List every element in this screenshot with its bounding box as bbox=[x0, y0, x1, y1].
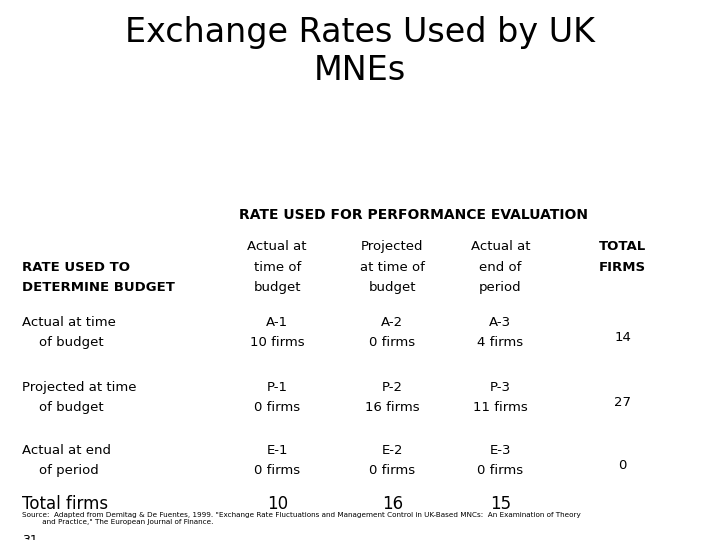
Text: Projected at time: Projected at time bbox=[22, 381, 136, 394]
Text: Actual at: Actual at bbox=[248, 240, 307, 253]
Text: A-1: A-1 bbox=[266, 316, 288, 329]
Text: FIRMS: FIRMS bbox=[599, 261, 647, 274]
Text: period: period bbox=[479, 281, 522, 294]
Text: RATE USED TO: RATE USED TO bbox=[22, 261, 130, 274]
Text: E-1: E-1 bbox=[266, 444, 288, 457]
Text: P-1: P-1 bbox=[266, 381, 288, 394]
Text: time of: time of bbox=[253, 261, 301, 274]
Text: E-2: E-2 bbox=[382, 444, 403, 457]
Text: 0: 0 bbox=[618, 459, 627, 472]
Text: Exchange Rates Used by UK
MNEs: Exchange Rates Used by UK MNEs bbox=[125, 16, 595, 87]
Text: A-2: A-2 bbox=[382, 316, 403, 329]
Text: 0 firms: 0 firms bbox=[369, 464, 415, 477]
Text: Source:  Adapted from Demitag & De Fuentes, 1999. "Exchange Rate Fluctuations an: Source: Adapted from Demitag & De Fuente… bbox=[22, 512, 580, 525]
Text: at time of: at time of bbox=[360, 261, 425, 274]
Text: budget: budget bbox=[253, 281, 301, 294]
Text: RATE USED FOR PERFORMANCE EVALUATION: RATE USED FOR PERFORMANCE EVALUATION bbox=[240, 208, 588, 222]
Text: 16: 16 bbox=[382, 495, 403, 513]
Text: A-3: A-3 bbox=[490, 316, 511, 329]
Text: of budget: of budget bbox=[22, 336, 103, 349]
Text: 0 firms: 0 firms bbox=[369, 336, 415, 349]
Text: P-3: P-3 bbox=[490, 381, 511, 394]
Text: 27: 27 bbox=[614, 395, 631, 409]
Text: 0 firms: 0 firms bbox=[254, 401, 300, 414]
Text: 11 firms: 11 firms bbox=[473, 401, 528, 414]
Text: 31: 31 bbox=[22, 534, 37, 540]
Text: 16 firms: 16 firms bbox=[365, 401, 420, 414]
Text: 10: 10 bbox=[266, 495, 288, 513]
Text: Actual at end: Actual at end bbox=[22, 444, 111, 457]
Text: Actual at: Actual at bbox=[471, 240, 530, 253]
Text: Actual at time: Actual at time bbox=[22, 316, 115, 329]
Text: 0 firms: 0 firms bbox=[254, 464, 300, 477]
Text: of budget: of budget bbox=[22, 401, 103, 414]
Text: 10 firms: 10 firms bbox=[250, 336, 305, 349]
Text: budget: budget bbox=[369, 281, 416, 294]
Text: E-3: E-3 bbox=[490, 444, 511, 457]
Text: 4 firms: 4 firms bbox=[477, 336, 523, 349]
Text: 14: 14 bbox=[614, 330, 631, 344]
Text: of period: of period bbox=[22, 464, 99, 477]
Text: Total firms: Total firms bbox=[22, 495, 108, 513]
Text: TOTAL: TOTAL bbox=[599, 240, 647, 253]
Text: 0 firms: 0 firms bbox=[477, 464, 523, 477]
Text: 15: 15 bbox=[490, 495, 511, 513]
Text: P-2: P-2 bbox=[382, 381, 403, 394]
Text: Projected: Projected bbox=[361, 240, 423, 253]
Text: end of: end of bbox=[480, 261, 521, 274]
Text: DETERMINE BUDGET: DETERMINE BUDGET bbox=[22, 281, 174, 294]
